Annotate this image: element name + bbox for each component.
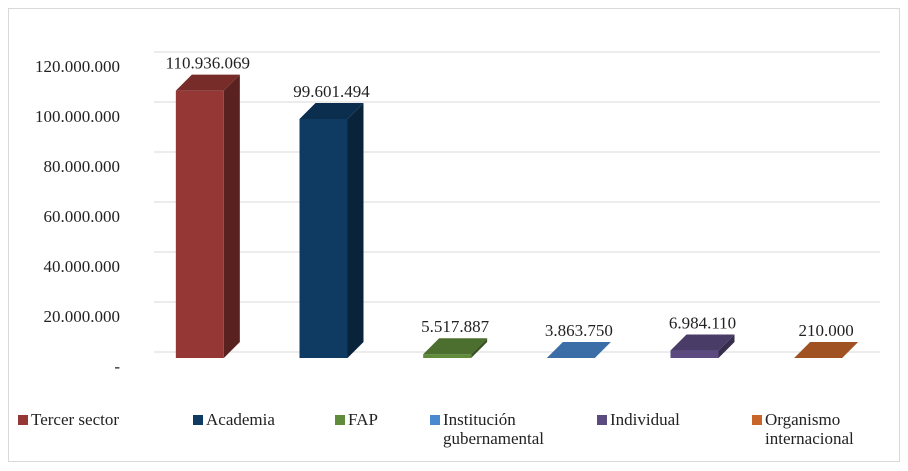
legend-swatch: [597, 415, 607, 425]
bar-top: [299, 102, 364, 119]
legend-swatch: [752, 415, 762, 425]
legend-label: FAP: [348, 410, 378, 429]
bar: [423, 354, 472, 358]
legend-swatch: [335, 415, 345, 425]
legend-swatch: [193, 415, 203, 425]
legend-label: Institución gubernamental: [443, 410, 545, 448]
data-label: 3.863.750: [545, 321, 613, 340]
legend-label: Academia: [206, 410, 275, 429]
bar: [299, 118, 348, 358]
data-label: 99.601.494: [293, 82, 370, 101]
legend-label: Tercer sector: [31, 410, 119, 429]
legend-item: Tercer sector: [18, 410, 119, 429]
legend-item: FAP: [335, 410, 378, 429]
bar-side: [223, 74, 240, 359]
legend-item: Individual: [597, 410, 680, 429]
legend-item: Institución gubernamental: [430, 410, 563, 448]
legend-swatch: [430, 415, 440, 425]
y-tick-label: -: [114, 357, 120, 376]
bar-top: [670, 334, 735, 351]
bar-top: [546, 342, 611, 358]
bar: [175, 90, 224, 359]
data-label: 5.517.887: [421, 317, 490, 336]
bar-side: [347, 102, 364, 358]
bar-side: [718, 334, 735, 358]
data-label: 110.936.069: [166, 54, 250, 73]
legend-item: Academia: [193, 410, 275, 429]
y-tick-label: 100.000.000: [35, 107, 120, 126]
bar: [670, 350, 719, 358]
chart-border: [8, 8, 900, 462]
legend-item: Organismo internacional: [752, 410, 885, 448]
y-tick-label: 40.000.000: [44, 257, 121, 276]
legend-swatch: [18, 415, 28, 425]
data-label: 210.000: [799, 321, 854, 340]
y-tick-label: 60.000.000: [44, 207, 121, 226]
bar-side: [471, 338, 488, 358]
y-tick-label: 120.000.000: [35, 57, 120, 76]
legend-label: Individual: [610, 410, 680, 429]
data-label: 6.984.110: [669, 313, 736, 332]
bar-top: [423, 338, 488, 355]
bar-top: [175, 74, 240, 91]
bar-top: [794, 342, 859, 358]
y-tick-label: 20.000.000: [44, 307, 121, 326]
y-tick-label: 80.000.000: [44, 157, 121, 176]
legend-label: Organismo internacional: [765, 410, 854, 448]
